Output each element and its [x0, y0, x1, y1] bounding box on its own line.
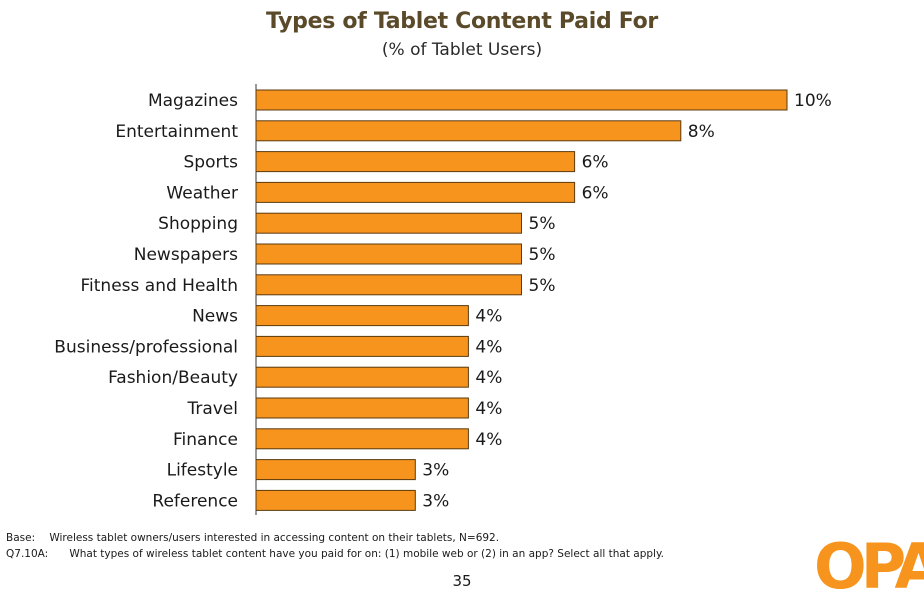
value-label: 3% — [422, 461, 449, 481]
value-label: 4% — [475, 307, 502, 327]
category-label: Sports — [184, 153, 239, 173]
chart-subtitle: (% of Tablet Users) — [381, 40, 543, 60]
bar — [255, 212, 522, 234]
category-label: Fitness and Health — [81, 276, 239, 296]
category-label: Reference — [152, 491, 238, 511]
bar — [255, 428, 469, 450]
category-label: Shopping — [158, 214, 238, 234]
bar — [255, 489, 416, 511]
bar — [255, 335, 469, 357]
category-label: Entertainment — [115, 122, 238, 142]
value-label: 4% — [475, 430, 502, 450]
value-label: 5% — [529, 245, 556, 265]
category-label: News — [192, 307, 238, 327]
category-label: Finance — [173, 430, 238, 450]
category-label: Newspapers — [134, 245, 238, 265]
value-label: 4% — [475, 399, 502, 419]
bar — [255, 397, 469, 419]
bar — [255, 305, 469, 327]
footnote-question-tag: Q7.10A: — [6, 548, 49, 560]
category-label: Fashion/Beauty — [108, 368, 238, 388]
category-label: Travel — [186, 399, 238, 419]
category-label: Business/professional — [54, 337, 238, 357]
value-label: 4% — [475, 368, 502, 388]
value-label: 8% — [688, 122, 715, 142]
chart-title: Types of Tablet Content Paid For — [266, 9, 658, 34]
value-label: 6% — [582, 153, 609, 173]
category-label: Lifestyle — [167, 461, 238, 481]
value-label: 10% — [794, 91, 832, 111]
bar — [255, 243, 522, 265]
opa-logo-text: OPA — [814, 530, 924, 595]
bar — [255, 89, 788, 111]
bar — [255, 120, 682, 142]
footnote-question: Q7.10A: What types of wireless tablet co… — [6, 548, 664, 560]
bar — [255, 366, 469, 388]
page-number: 35 — [452, 572, 472, 590]
category-label: Magazines — [148, 91, 238, 111]
bar — [255, 151, 576, 173]
value-label: 5% — [529, 214, 556, 234]
category-label: Weather — [166, 183, 238, 203]
value-label: 4% — [475, 337, 502, 357]
value-label: 6% — [582, 183, 609, 203]
bar — [255, 459, 416, 481]
value-label: 5% — [529, 276, 556, 296]
bar-chart: Magazines 10% Entertainment 8% Sports 6% Weath… — [54, 84, 832, 515]
footnote-base: Base: Wireless tablet owners/users inter… — [6, 532, 499, 544]
bar — [255, 274, 522, 296]
opa-logo: OPA — [814, 530, 924, 595]
bars-group: Magazines 10% Entertainment 8% Sports 6% Weath… — [54, 89, 832, 511]
footnote-question-text: What types of wireless tablet content ha… — [69, 548, 665, 560]
footnote-base-text: Wireless tablet owners/users interested … — [49, 532, 500, 544]
footnote-base-tag: Base: — [6, 532, 36, 544]
value-label: 3% — [422, 491, 449, 511]
bar — [255, 181, 576, 203]
